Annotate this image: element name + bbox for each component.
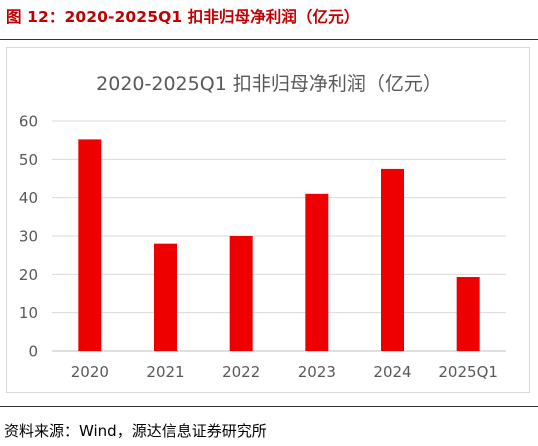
bar-2025Q1 (456, 277, 480, 351)
chart-title: 2020-2025Q1 扣非归母净利润（亿元） (96, 73, 442, 95)
x-tick-label: 2020 (71, 363, 109, 381)
y-tick-label: 40 (19, 189, 38, 207)
source-note: 资料来源：Wind，源达信息证券研究所 (4, 422, 267, 440)
bar-2022 (229, 236, 253, 351)
x-tick-label: 2022 (222, 363, 260, 381)
x-tick-label: 2025Q1 (438, 363, 498, 381)
bar-2021 (154, 243, 177, 351)
gridlines (52, 120, 506, 352)
bar-2024 (381, 168, 404, 351)
y-tick-label: 30 (19, 228, 38, 246)
y-axis-labels: 0 10 20 30 40 50 60 (19, 113, 38, 361)
x-tick-label: 2021 (146, 363, 184, 381)
figure-title: 图 12：2020-2025Q1 扣非归母净利润（亿元） (6, 8, 360, 26)
top-divider (0, 39, 538, 40)
x-tick-label: 2024 (373, 363, 411, 381)
x-axis-labels: 2020 2021 2022 2023 2024 2025Q1 (71, 363, 498, 381)
y-tick-label: 50 (19, 151, 38, 169)
bottom-divider (0, 406, 538, 407)
y-tick-label: 20 (19, 266, 38, 284)
y-tick-label: 60 (19, 113, 38, 131)
bars (78, 139, 480, 351)
bar-2023 (305, 193, 329, 351)
x-tick-label: 2023 (298, 363, 336, 381)
bar-2020 (78, 139, 102, 351)
y-tick-label: 10 (19, 304, 38, 322)
y-tick-label: 0 (28, 343, 38, 361)
